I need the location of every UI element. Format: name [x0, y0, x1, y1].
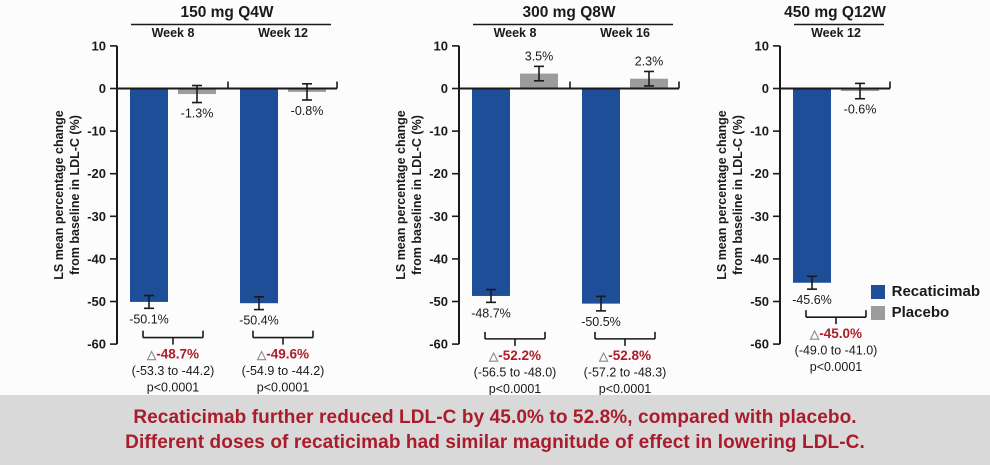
- y-tick-label: -30: [750, 209, 769, 224]
- bar-recaticimab: [793, 88, 831, 283]
- recaticimab-swatch-icon: [870, 284, 885, 299]
- bar-value-label: 3.5%: [525, 49, 554, 63]
- delta-value: -52.2%: [498, 348, 541, 363]
- delta-value: -52.8%: [608, 348, 651, 363]
- bar-recaticimab: [130, 88, 168, 302]
- ci-label: (-57.2 to -48.3): [584, 365, 667, 379]
- ci-label: (-54.9 to -44.2): [242, 364, 325, 378]
- chart-svg: 300 mg Q8W LS mean percentage change from …: [394, 4, 680, 396]
- p-value-label: p<0.0001: [147, 381, 200, 395]
- y-axis-title-line2: from baseline in LDL-C (%): [68, 115, 82, 275]
- y-tick-label: -60: [750, 337, 769, 352]
- y-tick-label: -40: [87, 251, 106, 266]
- y-tick-label: -30: [87, 209, 106, 224]
- y-tick-label: -50: [87, 294, 106, 309]
- y-tick-label: -50: [429, 294, 448, 309]
- y-tick-label: 0: [441, 81, 448, 96]
- y-tick-label: -30: [429, 209, 448, 224]
- bar-value-label: -50.5%: [581, 315, 621, 329]
- ci-label: (-49.0 to -41.0): [795, 344, 878, 358]
- ci-label: (-53.3 to -44.2): [132, 364, 215, 378]
- summary-line-2: Different doses of recaticimab had simil…: [125, 431, 865, 453]
- y-tick-label: 10: [434, 38, 448, 53]
- panel-450mg-q12w: 450 mg Q12W LS mean percentage change from…: [680, 0, 990, 395]
- y-tick-label: -10: [750, 124, 769, 139]
- y-tick-label: -60: [87, 337, 106, 352]
- delta-value: -45.0%: [819, 326, 862, 341]
- y-tick-label: 10: [755, 38, 769, 53]
- delta-triangle-icon: △: [809, 327, 820, 341]
- legend-label: Recaticimab: [891, 283, 980, 300]
- dose-title: 300 mg Q8W: [522, 4, 615, 21]
- y-tick-label: -50: [750, 294, 769, 309]
- y-tick-label: 0: [762, 81, 769, 96]
- week-label: Week 16: [600, 26, 650, 40]
- delta-label: △-52.2%: [488, 348, 541, 363]
- y-axis-title-line2: from baseline in LDL-C (%): [731, 115, 745, 275]
- delta-triangle-icon: △: [488, 349, 499, 363]
- week-label: Week 8: [494, 26, 537, 40]
- week-label: Week 12: [811, 26, 861, 40]
- summary-banner: Recaticimab further reduced LDL-C by 45.…: [0, 395, 990, 465]
- bar-value-label: -48.7%: [471, 306, 511, 320]
- y-tick-label: -40: [429, 251, 448, 266]
- week-label: Week 12: [258, 26, 308, 40]
- legend-item-recaticimab: Recaticimab: [870, 283, 980, 300]
- delta-triangle-icon: △: [256, 348, 267, 362]
- delta-label: △-52.8%: [598, 348, 651, 363]
- delta-label: △-45.0%: [809, 326, 862, 341]
- p-value-label: p<0.0001: [489, 382, 542, 395]
- y-tick-label: -10: [87, 124, 106, 139]
- y-tick-label: -60: [429, 337, 448, 352]
- bar-value-label: -0.6%: [844, 103, 877, 117]
- legend-item-placebo: Placebo: [870, 304, 980, 321]
- y-axis-title-line1: LS mean percentage change: [52, 110, 66, 280]
- y-tick-label: 0: [99, 81, 106, 96]
- legend-label: Placebo: [891, 304, 950, 321]
- dose-title: 150 mg Q4W: [180, 4, 273, 21]
- p-value-label: p<0.0001: [810, 360, 863, 374]
- delta-value: -49.6%: [266, 347, 309, 362]
- y-tick-label: -20: [429, 166, 448, 181]
- ci-label: (-56.5 to -48.0): [474, 365, 557, 379]
- y-axis-title-line1: LS mean percentage change: [715, 110, 729, 280]
- y-tick-label: 10: [92, 38, 106, 53]
- bar-value-label: -1.3%: [181, 107, 214, 121]
- chart-svg: 150 mg Q4W LS mean percentage change from …: [52, 4, 338, 395]
- y-tick-label: -20: [750, 166, 769, 181]
- y-tick-label: -20: [87, 166, 106, 181]
- bar-value-label: -50.4%: [239, 314, 279, 328]
- dose-title: 450 mg Q12W: [784, 4, 886, 21]
- bar-value-label: -50.1%: [129, 312, 169, 326]
- y-tick-label: -40: [750, 251, 769, 266]
- y-axis-title-line2: from baseline in LDL-C (%): [410, 115, 424, 275]
- panel-150mg-q4w: 150 mg Q4W LS mean percentage change from …: [0, 0, 342, 395]
- delta-label: △-48.7%: [146, 347, 199, 362]
- y-axis-title-line1: LS mean percentage change: [394, 110, 408, 280]
- delta-label: △-49.6%: [256, 347, 309, 362]
- delta-value: -48.7%: [156, 347, 199, 362]
- bar-recaticimab: [582, 88, 620, 304]
- week-label: Week 8: [152, 26, 195, 40]
- bar-value-label: -45.6%: [792, 293, 832, 307]
- summary-line-1: Recaticimab further reduced LDL-C by 45.…: [133, 406, 857, 428]
- placebo-swatch-icon: [870, 305, 885, 320]
- legend: Recaticimab Placebo: [870, 283, 980, 321]
- y-tick-label: -10: [429, 124, 448, 139]
- delta-triangle-icon: △: [598, 349, 609, 363]
- delta-triangle-icon: △: [146, 348, 157, 362]
- bar-value-label: -0.8%: [291, 104, 324, 118]
- bar-value-label: 2.3%: [635, 54, 664, 68]
- panel-300mg-q8w: 300 mg Q8W LS mean percentage change from …: [342, 0, 680, 396]
- chart-svg: 450 mg Q12W LS mean percentage change from…: [715, 4, 891, 374]
- charts-row: 150 mg Q4W LS mean percentage change from …: [0, 0, 990, 396]
- p-value-label: p<0.0001: [599, 382, 652, 395]
- bar-recaticimab: [472, 88, 510, 296]
- p-value-label: p<0.0001: [257, 381, 310, 395]
- bar-recaticimab: [240, 88, 278, 304]
